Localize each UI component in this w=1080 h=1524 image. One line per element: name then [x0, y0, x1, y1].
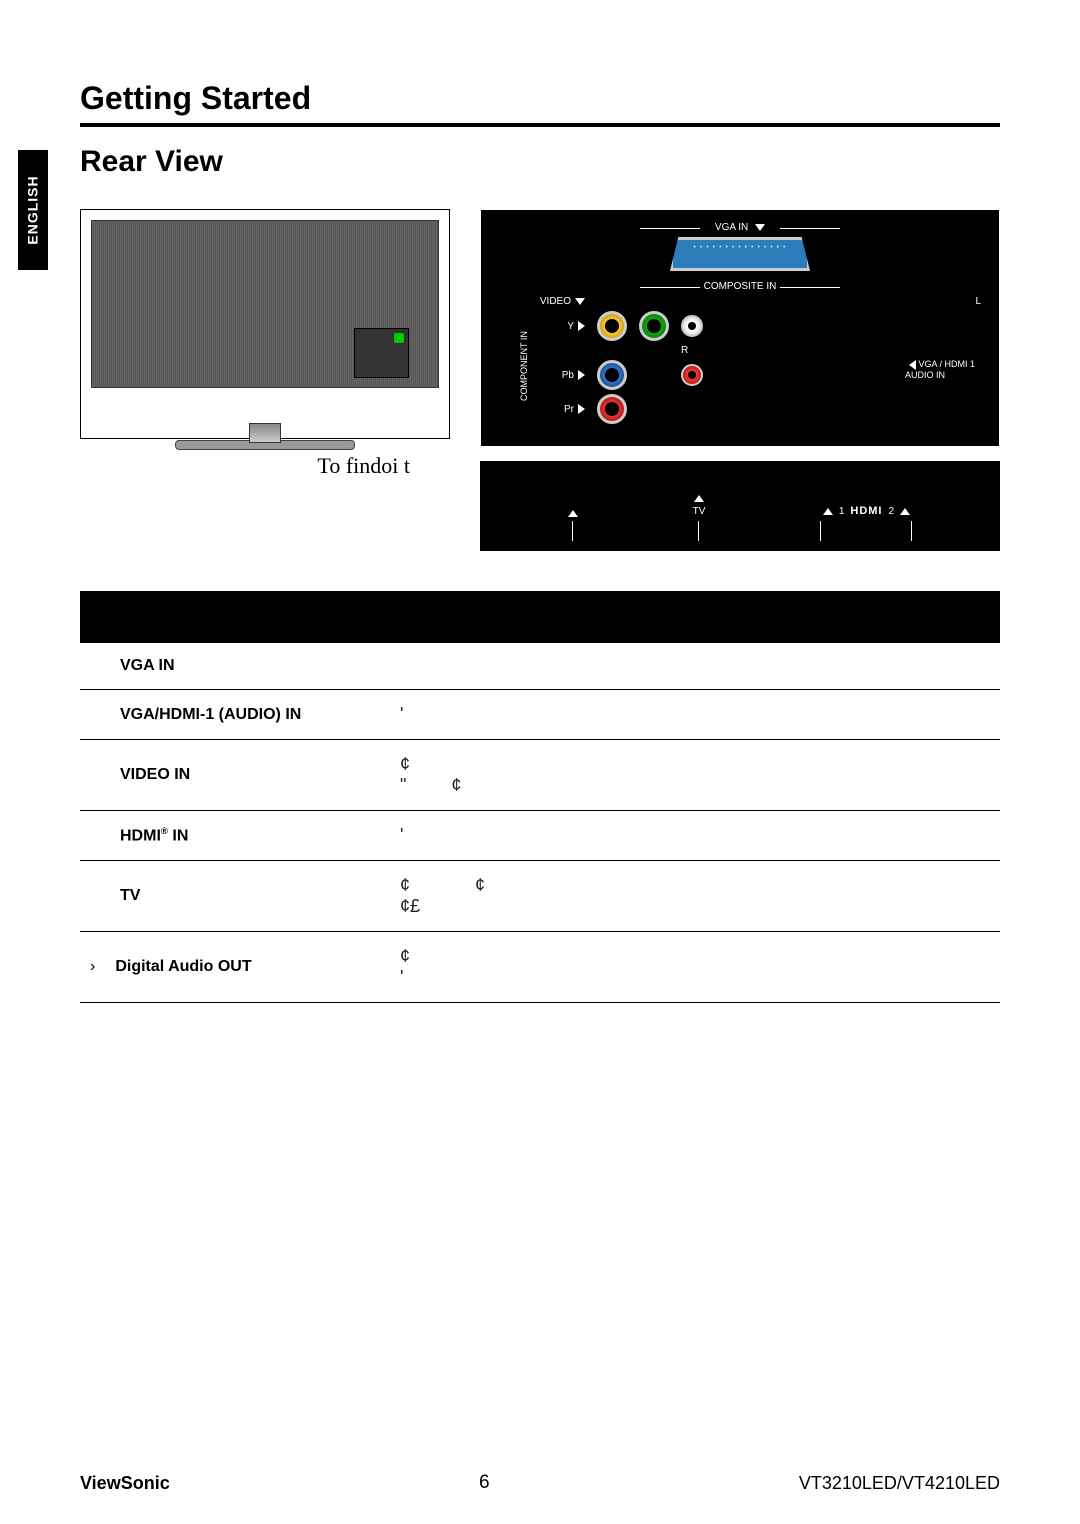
- footer-model: VT3210LED/VT4210LED: [799, 1473, 1000, 1494]
- vga-port-icon: [670, 237, 810, 271]
- right-arrow-icon: [578, 370, 585, 380]
- hdmi-2-label: 2: [888, 506, 894, 517]
- vga-in-label: VGA IN: [715, 222, 748, 233]
- rca-pb-port-icon: [597, 360, 627, 390]
- rear-panel-detail-top: VGA IN COMPOSITE IN COMPONENT IN VGA / H…: [480, 209, 1000, 447]
- table-row: TV ¢ ¢ ¢£: [80, 861, 1000, 932]
- port-desc: ¢ " ¢: [360, 740, 1000, 811]
- port-desc: ¢ ': [360, 932, 1000, 1003]
- language-tab-label: ENGLISH: [25, 175, 41, 244]
- component-in-label: COMPONENT IN: [519, 331, 529, 401]
- hdmi-logo-label: HDMI: [850, 505, 882, 517]
- table-row: VGA/HDMI-1 (AUDIO) IN ': [80, 690, 1000, 740]
- composite-in-label: COMPOSITE IN: [704, 281, 777, 292]
- audio-in-line2: AUDIO IN: [905, 370, 945, 380]
- footer-page-number: 6: [479, 1472, 490, 1494]
- l-label: L: [975, 296, 981, 307]
- up-arrow-icon: [823, 508, 833, 515]
- table-row: HDMI® IN ': [80, 811, 1000, 861]
- page-title: Getting Started: [80, 80, 1000, 127]
- section-title: Rear View: [80, 145, 1000, 179]
- port-desc: ': [360, 690, 1000, 740]
- hdmi-1-label: 1: [839, 506, 845, 517]
- pr-label: Pr: [564, 404, 574, 415]
- right-arrow-icon: [578, 321, 585, 331]
- table-header-bar: [80, 591, 1000, 643]
- tv-port-label: TV: [693, 506, 706, 517]
- video-label: VIDEO: [540, 296, 571, 307]
- footer-brand: ViewSonic: [80, 1473, 170, 1494]
- down-arrow-icon: [755, 224, 765, 231]
- table-row: ›Digital Audio OUT ¢ ': [80, 932, 1000, 1003]
- port-name: TV: [80, 861, 360, 932]
- port-name: HDMI® IN: [80, 811, 360, 861]
- up-arrow-icon: [900, 508, 910, 515]
- audio-in-line1: VGA / HDMI 1: [918, 359, 975, 369]
- rca-r-port-icon: [681, 364, 703, 386]
- y-label: Y: [567, 321, 574, 332]
- up-arrow-icon: [568, 510, 578, 517]
- port-desc: ': [360, 811, 1000, 861]
- port-desc: ¢ ¢ ¢£: [360, 861, 1000, 932]
- right-arrow-icon: [578, 404, 585, 414]
- ports-table: VGA IN VGA/HDMI-1 (AUDIO) IN ' VIDEO IN …: [80, 643, 1000, 1003]
- language-tab: ENGLISH: [18, 150, 48, 270]
- diagram-row: To findoi t VGA IN COMPOSITE IN COMPONEN…: [80, 209, 1000, 551]
- port-desc: [360, 643, 1000, 690]
- rca-y-port-icon: [597, 311, 627, 341]
- table-row: VGA IN: [80, 643, 1000, 690]
- rear-panel-detail-bottom: TV 1 HDMI 2: [480, 461, 1000, 551]
- rca-pr-port-icon: [597, 394, 627, 424]
- pb-label: Pb: [562, 370, 574, 381]
- left-arrow-icon: [909, 360, 916, 370]
- tv-diagram-caption: To findoi t: [80, 453, 450, 479]
- port-name: VGA/HDMI-1 (AUDIO) IN: [80, 690, 360, 740]
- port-name: VGA IN: [80, 643, 360, 690]
- port-name: VIDEO IN: [80, 740, 360, 811]
- page-footer: ViewSonic 6 VT3210LED/VT4210LED: [80, 1472, 1000, 1494]
- rca-video-port-icon: [639, 311, 669, 341]
- rca-l-port-icon: [681, 315, 703, 337]
- port-name: ›Digital Audio OUT: [80, 932, 360, 1003]
- down-arrow-icon: [575, 298, 585, 305]
- up-arrow-icon: [694, 495, 704, 502]
- r-label: R: [681, 345, 688, 356]
- table-row: VIDEO IN ¢ " ¢: [80, 740, 1000, 811]
- tv-rear-diagram: [80, 209, 450, 439]
